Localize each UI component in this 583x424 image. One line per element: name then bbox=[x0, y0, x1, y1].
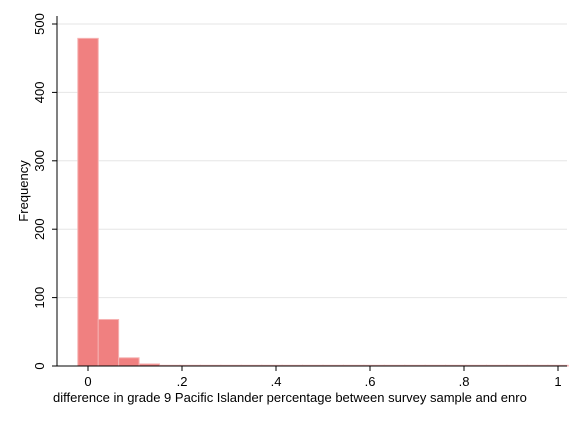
y-tick-label: 400 bbox=[32, 82, 47, 104]
y-axis-ticks: 0 100 200 300 400 500 bbox=[32, 13, 57, 370]
x-tick-label: .4 bbox=[271, 374, 282, 389]
x-tick-label: .6 bbox=[365, 374, 376, 389]
histogram-bar bbox=[118, 357, 140, 367]
histogram-bars bbox=[77, 37, 569, 367]
x-tick-label: 1 bbox=[554, 374, 561, 389]
y-tick-label: 0 bbox=[32, 362, 47, 369]
y-tick-label: 500 bbox=[32, 13, 47, 35]
x-axis-ticks: 0 .2 .4 .6 .8 1 bbox=[84, 366, 562, 389]
y-tick-label: 200 bbox=[32, 218, 47, 240]
y-tick-label: 300 bbox=[32, 150, 47, 172]
histogram-bar bbox=[77, 37, 99, 367]
y-tick-label: 100 bbox=[32, 287, 47, 309]
x-tick-label: 0 bbox=[84, 374, 91, 389]
histogram-bar bbox=[97, 318, 120, 367]
y-axis-title: Frequency bbox=[16, 160, 31, 222]
x-tick-label: .8 bbox=[459, 374, 470, 389]
x-axis-title: difference in grade 9 Pacific Islander p… bbox=[53, 390, 527, 405]
axes bbox=[56, 16, 567, 367]
grid-lines bbox=[57, 23, 567, 299]
x-tick-label: .2 bbox=[177, 374, 188, 389]
